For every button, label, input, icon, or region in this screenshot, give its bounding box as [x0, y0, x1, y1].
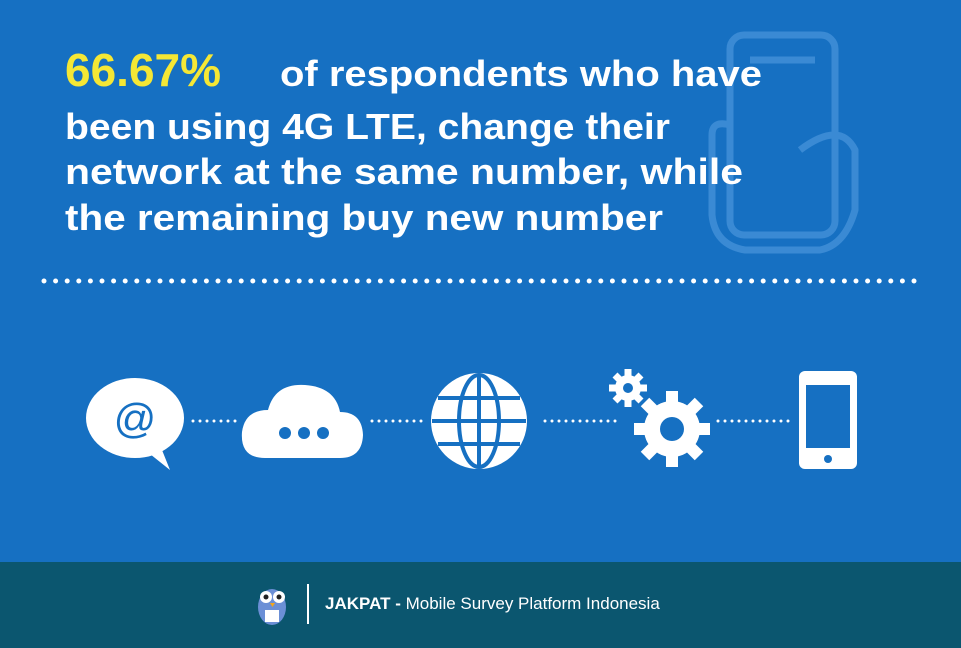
headline-line: network at the same number, while: [65, 151, 743, 192]
email-symbol: @: [114, 395, 157, 442]
headline-line: of respondents who have: [280, 53, 762, 94]
footer-text: JAKPAT - Mobile Survey Platform Indonesi…: [325, 594, 660, 613]
gears-icon: [609, 369, 710, 467]
globe-icon: [431, 373, 527, 469]
footer-brand: JAKPAT -: [325, 594, 401, 613]
footer-band: [0, 562, 961, 648]
headline-line: the remaining buy new number: [65, 197, 663, 238]
email-icon: @: [86, 378, 184, 470]
background-phone: [708, 31, 859, 254]
headline-line: been using 4G LTE, change their: [65, 106, 670, 147]
headline-highlight: 66.67%: [65, 44, 221, 96]
phone-icon: [799, 371, 857, 469]
cloud-icon: [241, 384, 363, 458]
footer-tagline: Mobile Survey Platform Indonesia: [406, 594, 661, 613]
owl-logo: [258, 589, 286, 625]
